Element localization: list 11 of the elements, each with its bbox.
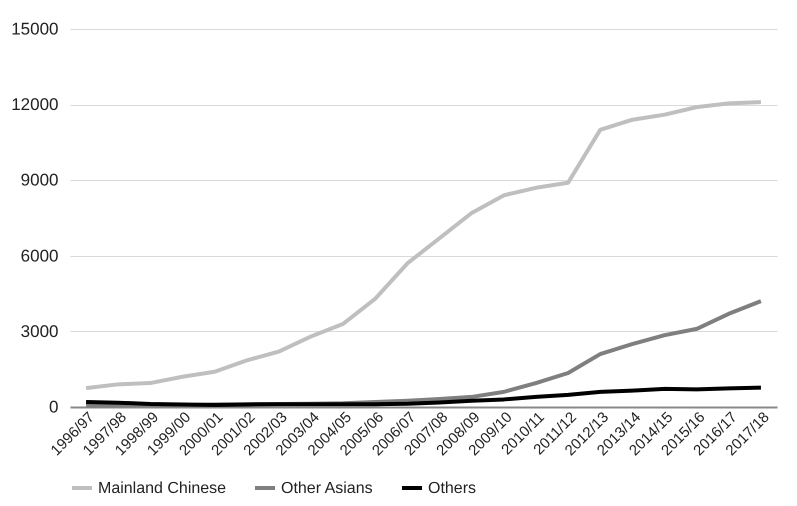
y-tick-label: 3000 [20, 322, 58, 341]
legend-label: Mainland Chinese [98, 480, 226, 497]
line-series [84, 100, 763, 390]
y-tick-label: 0 [49, 398, 58, 416]
legend-label: Others [428, 480, 476, 497]
legend-label: Other Asians [281, 480, 373, 497]
y-tick-label: 12000 [11, 95, 58, 114]
y-tick-label: 9000 [20, 170, 58, 190]
y-tick-label: 15000 [11, 20, 58, 38]
y-tick-label: 6000 [20, 246, 58, 266]
line-series [84, 386, 763, 407]
